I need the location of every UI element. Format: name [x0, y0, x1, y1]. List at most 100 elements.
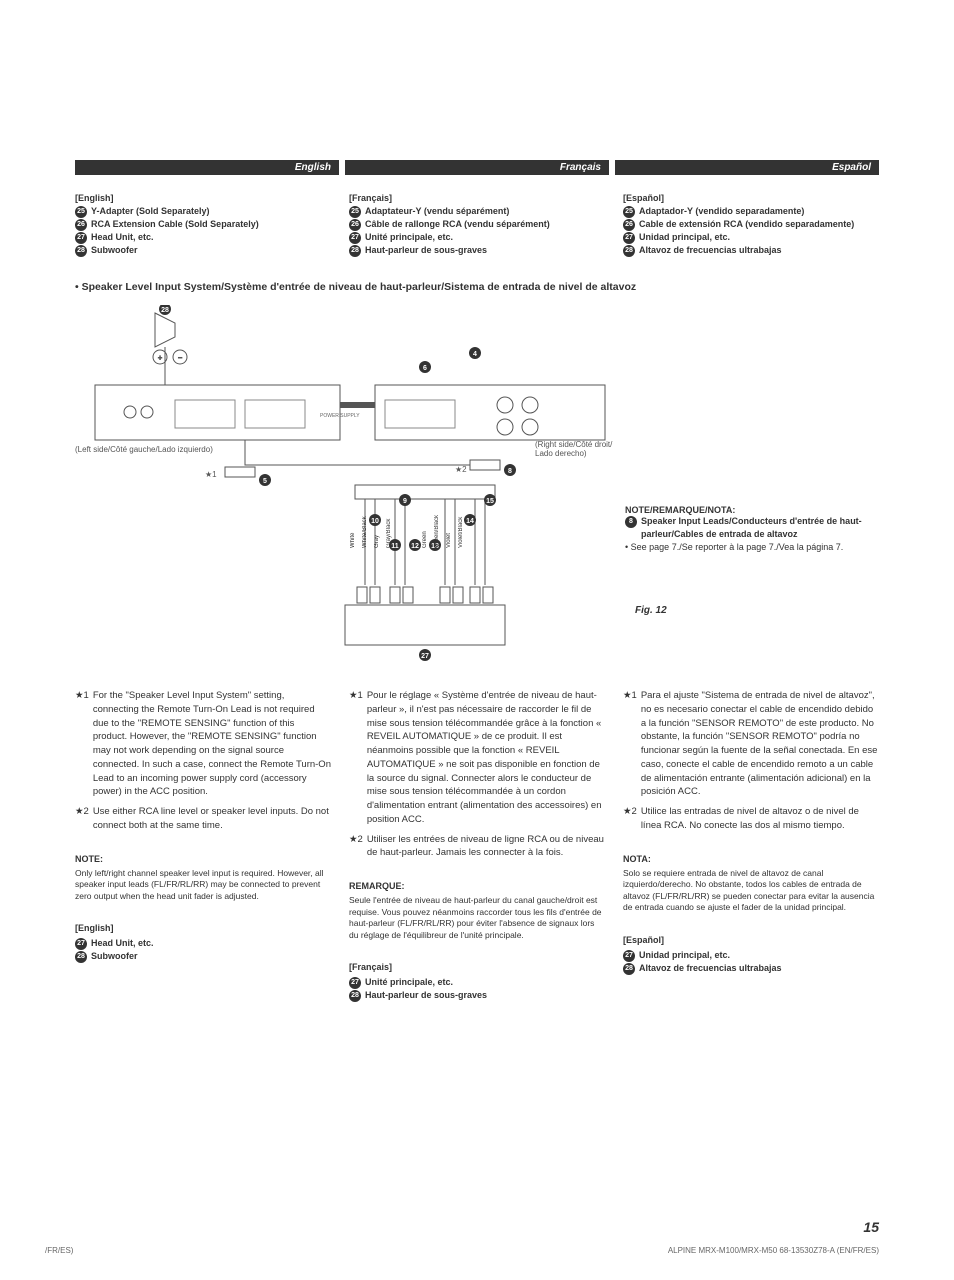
list-item: 28Subwoofer	[75, 950, 331, 963]
star-marker: ★2	[349, 833, 363, 861]
footer-right: ALPINE MRX-M100/MRX-M50 68-13530Z78-A (E…	[668, 1246, 879, 1255]
top-parts-list: [English] 25Y-Adapter (Sold Separately) …	[75, 193, 879, 257]
star-note: ★1For the "Speaker Level Input System" s…	[75, 689, 331, 799]
item-number: 27	[623, 232, 635, 244]
item-text: Head Unit, etc.	[91, 937, 154, 950]
svg-text:6: 6	[423, 365, 427, 372]
wire-label: Green	[422, 515, 428, 548]
lang-label: [Français]	[349, 193, 605, 203]
item-text: Adaptador-Y (vendido separadamente)	[639, 205, 804, 218]
wire-label: Gray	[374, 515, 380, 548]
wiring-diagram: + − POWER SUPPLY	[75, 305, 879, 665]
note-block-en: NOTE: Only left/right channel speaker le…	[75, 853, 331, 902]
item-number: 28	[623, 245, 635, 257]
item-text: Haut-parleur de sous-graves	[365, 244, 487, 257]
item-text: Altavoz de frecuencias ultrabajas	[639, 244, 782, 257]
item-number: 27	[75, 232, 87, 244]
side-note-ref: • See page 7./Se reporter à la page 7./V…	[625, 542, 875, 552]
item-text: RCA Extension Cable (Sold Separately)	[91, 218, 259, 231]
top-parts-en: [English] 25Y-Adapter (Sold Separately) …	[75, 193, 331, 257]
item-text: Unité principale, etc.	[365, 231, 453, 244]
star-marker: ★1	[349, 689, 363, 827]
star-text: Para el ajuste "Sistema de entrada de ni…	[641, 689, 879, 799]
svg-text:+: +	[158, 355, 162, 362]
note-title: NOTA:	[623, 853, 879, 866]
list-item: 28 Altavoz de frecuencias ultrabajas	[623, 244, 879, 257]
list-item: 25Y-Adapter (Sold Separately)	[75, 205, 331, 218]
lang-label: [Français]	[349, 961, 605, 974]
star-marker: ★2	[623, 805, 637, 833]
item-number: 25	[349, 206, 361, 218]
lang-bar-espanol: Español	[615, 160, 879, 175]
item-text: Head Unit, etc.	[91, 231, 154, 244]
item-text: Subwoofer	[91, 244, 138, 257]
star-text: Use either RCA line level or speaker lev…	[93, 805, 331, 833]
star-note: ★1Pour le réglage « Système d'entrée de …	[349, 689, 605, 827]
note-block-fr: REMARQUE: Seule l'entrée de niveau de ha…	[349, 880, 605, 941]
wire-label: Gray/Black	[386, 515, 392, 548]
svg-text:14: 14	[466, 518, 474, 525]
list-item: 8 Speaker Input Leads/Conducteurs d'entr…	[625, 515, 875, 540]
item-number: 28	[75, 951, 87, 963]
note-text: Seule l'entrée de niveau de haut-parleur…	[349, 895, 605, 941]
lang-label: [Español]	[623, 934, 879, 947]
svg-text:28: 28	[161, 307, 169, 314]
item-number: 27	[75, 938, 87, 950]
bottom-parts-en: [English] 27Head Unit, etc. 28Subwoofer	[75, 922, 331, 963]
star2-marker: ★2	[455, 465, 467, 474]
item-number: 28	[349, 245, 361, 257]
list-item: 28 Altavoz de frecuencias ultrabajas	[623, 962, 879, 975]
svg-text:5: 5	[263, 478, 267, 485]
footer-left: /FR/ES)	[45, 1246, 73, 1255]
list-item: 27Unité principale, etc.	[349, 976, 605, 989]
item-text: Câble de rallonge RCA (vendu séparément)	[365, 218, 550, 231]
note-title: NOTE:	[75, 853, 331, 866]
item-text: Cable de extensión RCA (vendido separada…	[639, 218, 854, 231]
svg-text:8: 8	[508, 468, 512, 475]
wire-label: Violet	[446, 515, 452, 548]
diagram-side-note: NOTE/REMARQUE/NOTA: 8 Speaker Input Lead…	[625, 505, 875, 552]
item-number: 26	[349, 219, 361, 231]
star-notes: ★1For the "Speaker Level Input System" s…	[75, 689, 879, 1002]
section-title: Speaker Level Input System/Système d'ent…	[75, 281, 879, 293]
list-item: 25Adaptador-Y (vendido separadamente)	[623, 205, 879, 218]
wire-label: Violet/Black	[458, 515, 464, 548]
item-number: 26	[75, 219, 87, 231]
note-text: Solo se requiere entrada de nivel de alt…	[623, 868, 879, 914]
star-note: ★2Use either RCA line level or speaker l…	[75, 805, 331, 833]
list-item: 27Unidad principal, etc.	[623, 949, 879, 962]
item-text: Altavoz de frecuencias ultrabajas	[639, 962, 782, 975]
item-number: 27	[623, 950, 635, 962]
language-bars: English Français Español	[75, 160, 879, 175]
star-text: Utilice las entradas de nivel de altavoz…	[641, 805, 879, 833]
star-text: For the "Speaker Level Input System" set…	[93, 689, 331, 799]
note-block-es: NOTA: Solo se requiere entrada de nivel …	[623, 853, 879, 914]
list-item: 28 Haut-parleur de sous-graves	[349, 244, 605, 257]
list-item: 26 RCA Extension Cable (Sold Separately)	[75, 218, 331, 231]
item-text: Haut-parleur de sous-graves	[365, 989, 487, 1002]
star-marker: ★1	[623, 689, 637, 799]
svg-text:9: 9	[403, 498, 407, 505]
item-number: 28	[623, 963, 635, 975]
page: English Français Español [English] 25Y-A…	[75, 160, 879, 1002]
lang-bar-english: English	[75, 160, 339, 175]
item-number: 28	[349, 990, 361, 1002]
star-text: Pour le réglage « Système d'entrée de ni…	[367, 689, 605, 827]
item-number: 8	[625, 516, 637, 528]
wire-labels: White White/Black Gray Gray/Black Green …	[350, 515, 464, 548]
item-number: 27	[349, 977, 361, 989]
lang-label: [Español]	[623, 193, 879, 203]
svg-text:15: 15	[486, 498, 494, 505]
bottom-parts-fr: [Français] 27Unité principale, etc. 28 Ha…	[349, 961, 605, 1002]
page-number: 15	[863, 1219, 879, 1235]
list-item: 27Unidad principal, etc.	[623, 231, 879, 244]
svg-text:27: 27	[421, 653, 429, 660]
list-item: 27 Head Unit, etc.	[75, 937, 331, 950]
top-parts-fr: [Français] 25Adaptateur-Y (vendu séparém…	[349, 193, 605, 257]
svg-text:POWER SUPPLY: POWER SUPPLY	[320, 413, 360, 419]
right-side-label: (Right side/Côté droit/ Lado derecho)	[535, 440, 612, 458]
star-marker: ★1	[75, 689, 89, 799]
list-item: 27Unité principale, etc.	[349, 231, 605, 244]
svg-text:−: −	[178, 355, 182, 362]
item-number: 26	[623, 219, 635, 231]
